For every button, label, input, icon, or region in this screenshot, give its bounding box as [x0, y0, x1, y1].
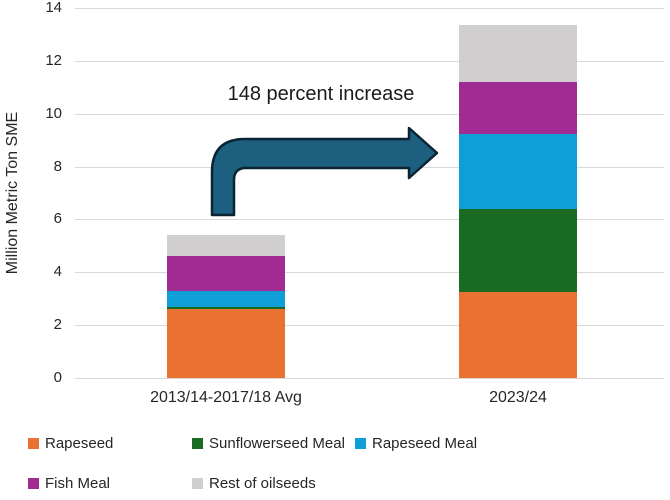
legend-label: Rapeseed Meal [372, 435, 478, 452]
bar-segment-rapeseed-meal [167, 290, 285, 307]
bar-segment-fish-meal [459, 82, 577, 134]
category-label: 2023/24 [489, 389, 547, 406]
y-tick-label: 6 [53, 210, 62, 228]
annotation-text: 148 percent increase [227, 83, 415, 105]
legend-label: Sunflowerseed Meal [209, 435, 345, 452]
y-tick-label: 4 [53, 263, 62, 281]
legend-label: Rest of oilseeds [209, 475, 316, 492]
legend-swatch [28, 438, 39, 449]
legend-item-rest-of-oilseeds: Rest of oilseeds [192, 475, 355, 492]
bar-segment-rest-of-oilseeds [167, 235, 285, 257]
legend-swatch [192, 478, 203, 489]
legend-item-sunflowerseed-meal: Sunflowerseed Meal [192, 435, 355, 452]
y-tick-label: 8 [53, 157, 62, 175]
gridline [75, 325, 664, 327]
legend-label: Rapeseed [45, 435, 114, 452]
bar-segment-rapeseed [167, 309, 285, 378]
legend-swatch [355, 438, 366, 449]
bar-segment-rapeseed [459, 292, 577, 378]
category-label: 2013/14-2017/18 Avg [150, 389, 302, 406]
legend: Rapeseed Sunflowerseed Meal Rapeseed Meal F… [28, 435, 648, 492]
bar-segment-rapeseed-meal [459, 133, 577, 209]
gridline [75, 113, 664, 115]
y-axis-title: Million Metric Ton SME [4, 111, 21, 275]
legend-item-fish-meal: Fish Meal [28, 475, 192, 492]
y-tick-label: 14 [45, 0, 62, 16]
bar-segment-rest-of-oilseeds [459, 25, 577, 82]
bar-segment-sunflowerseed-meal [167, 306, 285, 310]
legend-swatch [28, 478, 39, 489]
y-tick-label: 10 [45, 104, 62, 122]
gridline [75, 219, 664, 221]
y-tick-label: 0 [53, 369, 62, 386]
y-tick-label: 2 [53, 316, 62, 334]
gridline [75, 378, 664, 379]
legend-item-rapeseed: Rapeseed [28, 435, 192, 452]
y-tick-label: 12 [45, 51, 62, 69]
bar-segment-sunflowerseed-meal [459, 208, 577, 293]
legend-label: Fish Meal [45, 475, 111, 492]
legend-item-rapeseed-meal: Rapeseed Meal [355, 435, 648, 452]
gridline [75, 8, 664, 9]
legend-swatch [192, 438, 203, 449]
gridline [75, 272, 664, 274]
bar-segment-fish-meal [167, 256, 285, 291]
gridline [75, 60, 664, 62]
